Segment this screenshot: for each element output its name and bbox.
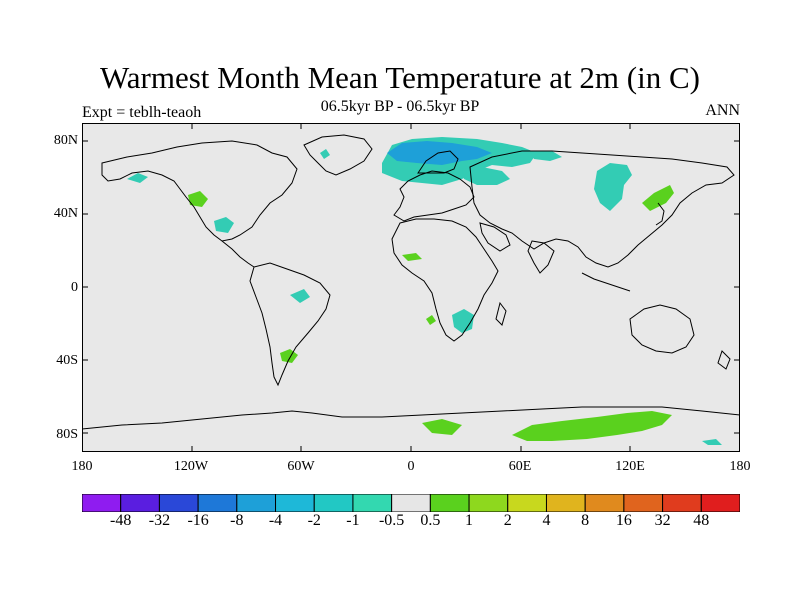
anomaly-region-alaska	[127, 173, 148, 183]
anomaly-region-s-africa-green	[426, 315, 436, 325]
coastline-antarctica	[82, 406, 740, 430]
anomaly-region-mexico	[214, 217, 234, 233]
colorbar-label: -32	[148, 512, 171, 529]
lat-label-80s: 80S	[56, 427, 78, 442]
colorbar-label: -48	[110, 512, 132, 529]
world-map	[82, 123, 740, 452]
period-label: ANN	[705, 102, 740, 119]
colorbar-box	[352, 494, 393, 512]
coastline-scandinavia	[417, 150, 459, 174]
map-ticks	[82, 123, 740, 452]
anomaly-region-antarctica-teal	[702, 439, 722, 445]
colorbar-box	[468, 494, 509, 512]
lat-label-40s: 40S	[56, 353, 78, 368]
colorbar-label: 32	[654, 512, 671, 529]
colorbar-box	[391, 494, 431, 512]
anomaly-region-patagonia	[280, 349, 298, 363]
colorbar-box	[662, 494, 702, 512]
colorbar-box	[313, 494, 354, 512]
lon-label-120e: 120E	[615, 459, 645, 474]
anomaly-region-w-siberia	[462, 167, 510, 185]
colorbar-box	[82, 494, 122, 512]
colorbar-box	[236, 494, 277, 512]
colorbar-box	[275, 494, 315, 512]
lon-label-60w: 60W	[287, 459, 315, 474]
colorbar-label: 8	[581, 512, 590, 529]
map-title: Warmest Month Mean Temperature at 2m (in…	[100, 60, 700, 95]
colorbar-label: -0.5	[378, 512, 405, 529]
colorbar-label: 4	[542, 512, 551, 529]
colorbar-label: -8	[230, 512, 244, 529]
anomaly-region-w-us	[188, 191, 208, 207]
anomaly-region-antarctica-west	[422, 419, 462, 435]
anomaly-region-greenland	[320, 149, 330, 159]
anomaly-region-s-africa	[452, 309, 474, 333]
lat-label-40n: 40N	[53, 206, 78, 221]
lon-label-180w: 180	[71, 459, 93, 474]
colorbar-box	[197, 494, 238, 512]
coastline-se-asia	[581, 272, 631, 292]
colorbar-box	[158, 494, 199, 512]
anomaly-region-sahel	[402, 253, 422, 261]
lat-label-80n: 80N	[53, 133, 78, 148]
colorbar-label: 48	[693, 512, 710, 529]
colorbar-box	[700, 494, 740, 512]
lon-label-180e: 180	[729, 459, 751, 474]
anomaly-region-amazon	[290, 289, 310, 303]
coastlines	[82, 134, 740, 430]
coastline-central-america	[221, 240, 255, 268]
lon-label-60e: 60E	[508, 459, 532, 474]
anomaly-region-c-siberia	[594, 163, 632, 211]
lon-label-120w: 120W	[173, 459, 209, 474]
colorbar-label: 2	[503, 512, 512, 529]
coastline-madagascar	[495, 301, 507, 326]
colorbar-box	[429, 494, 470, 512]
coastline-new-zealand	[717, 350, 731, 370]
lon-label-0: 0	[407, 459, 415, 474]
colorbar-box	[623, 494, 664, 512]
coastline-greenland	[303, 134, 373, 176]
colorbar-label: 1	[465, 512, 474, 529]
colorbar-box	[507, 494, 547, 512]
coastline-north-america	[101, 140, 298, 242]
colorbar-box	[120, 494, 160, 512]
coastline-south-america	[249, 262, 331, 387]
coastline-japan	[655, 202, 665, 226]
coastline-india	[527, 240, 555, 274]
anomaly-region-ne-china	[642, 185, 674, 211]
colorbar-box	[584, 494, 625, 512]
experiment-label: Expt = teblh-teaoh	[82, 104, 202, 121]
anomaly-region-antarctica-east	[512, 411, 672, 441]
colorbar-boxes	[82, 494, 740, 512]
coastline-australia	[629, 304, 695, 354]
anomaly-region-arctic-coast	[530, 151, 562, 161]
colorbar-label: 0.5	[420, 512, 441, 529]
coastline-arabia	[479, 222, 511, 252]
lat-label-0: 0	[71, 280, 78, 295]
colorbar-box	[545, 494, 586, 512]
coastline-europe	[393, 170, 475, 222]
colorbar	[82, 494, 740, 512]
colorbar-label: -1	[346, 512, 360, 529]
coastline-asia	[469, 150, 735, 268]
coastline-africa	[391, 218, 499, 342]
colorbar-label: -2	[307, 512, 321, 529]
colorbar-label: -4	[268, 512, 283, 529]
colorbar-label: -16	[187, 512, 209, 529]
map-subtitle: 06.5kyr BP - 06.5kyr BP	[320, 98, 480, 115]
colorbar-label: 16	[615, 512, 632, 529]
